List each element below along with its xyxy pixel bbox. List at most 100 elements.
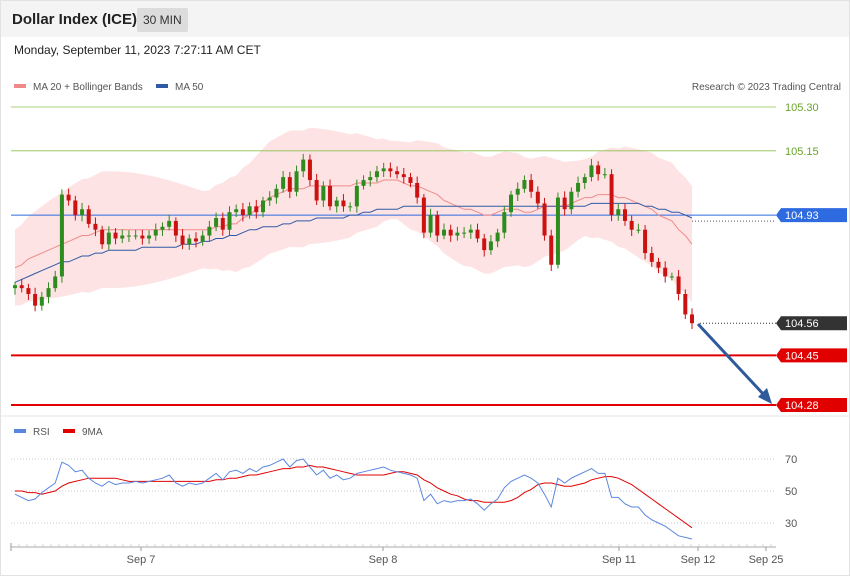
candle-body — [549, 235, 554, 265]
candle-body — [59, 194, 64, 277]
candle-body — [468, 229, 473, 233]
candle-body — [153, 229, 158, 236]
rsi-tick-label: 50 — [785, 486, 797, 498]
rsi-legend: RSI 9MA — [14, 427, 103, 438]
candle-body — [535, 191, 540, 204]
candle-body — [39, 296, 44, 306]
candle-body — [354, 185, 359, 207]
bollinger-band — [15, 127, 692, 306]
candle-body — [19, 285, 24, 289]
candle-body — [66, 194, 71, 201]
candle-body — [482, 238, 487, 251]
candle-body — [401, 174, 406, 178]
candle-body — [348, 206, 353, 208]
candle-body — [455, 232, 460, 236]
candle-body — [509, 194, 514, 213]
candle-body — [408, 177, 413, 183]
candle-body — [46, 288, 51, 297]
candle-body — [502, 212, 507, 233]
candle-body — [113, 232, 118, 239]
candle-body — [73, 200, 78, 216]
candle-body — [33, 293, 38, 306]
candle-body — [683, 293, 688, 315]
candle-body — [86, 209, 91, 224]
candle-body — [589, 165, 594, 178]
x-axis: Sep 7 Sep 8 Sep 11 Sep 12 Sep 25 — [10, 543, 784, 566]
candle-body — [368, 177, 373, 181]
candle-body — [100, 229, 105, 245]
candle-body — [307, 159, 312, 181]
candle-body — [294, 171, 299, 192]
candle-body — [93, 223, 98, 230]
legend-label-ma20: MA 20 + Bollinger Bands — [33, 82, 143, 93]
candle-body — [140, 235, 145, 239]
candle-body — [187, 238, 192, 245]
legend-label-ma50: MA 50 — [175, 82, 204, 93]
candle-body — [562, 197, 567, 210]
candle-body — [267, 197, 272, 201]
candle-body — [167, 220, 172, 227]
candle-body — [106, 232, 111, 245]
candle-body — [381, 168, 386, 172]
candle-body — [515, 188, 520, 195]
chart-timestamp: Monday, September 11, 2023 7:27:11 AM CE… — [14, 43, 261, 57]
candle-body — [200, 235, 205, 242]
candle-body — [616, 209, 621, 216]
ma50-line — [14, 202, 693, 283]
legend-swatch-rsi — [14, 429, 26, 433]
candle-body — [669, 276, 674, 278]
candle-body — [126, 235, 131, 237]
page-title: Dollar Index (ICE) — [12, 11, 138, 28]
candle-body — [576, 182, 581, 192]
candle-body — [602, 174, 607, 176]
candle-body — [374, 171, 379, 178]
candle-body — [214, 218, 219, 227]
ma20-line — [14, 179, 693, 269]
candle-body — [488, 241, 493, 251]
copyright-text: Research © 2023 Trading Central — [692, 82, 841, 93]
candle-body — [120, 235, 125, 239]
candle-body — [649, 253, 654, 262]
x-tick-label: Sep 25 — [749, 554, 784, 566]
candle-body — [421, 197, 426, 233]
candle-body — [555, 197, 560, 265]
x-tick-label: Sep 11 — [602, 554, 636, 566]
level-label-current: 104.56 — [785, 318, 819, 330]
forecast-arrow-shaft — [696, 322, 767, 398]
legend-label-rsi: RSI — [33, 427, 50, 438]
level-tag-support — [776, 348, 847, 363]
candle-body — [441, 229, 446, 236]
candle-body — [475, 229, 480, 239]
candle-body — [542, 203, 547, 236]
timeframe-badge[interactable]: 30 MIN — [137, 8, 188, 32]
legend-swatch-ma50 — [156, 84, 168, 88]
candle-body — [582, 177, 587, 183]
level-tag-support — [776, 398, 847, 412]
candle-body — [207, 226, 212, 236]
candle-body — [622, 209, 627, 221]
candle-body — [180, 235, 185, 245]
level-tag-current — [776, 316, 847, 331]
candle-body — [287, 177, 292, 192]
candle-body — [247, 206, 252, 216]
candle-body — [220, 218, 225, 230]
candle-body — [328, 185, 333, 207]
candle-body — [160, 226, 165, 230]
level-label-resistance: 105.15 — [785, 146, 819, 158]
candle-body — [334, 200, 339, 207]
candle-body — [529, 180, 534, 192]
level-label-pivot: 104.93 — [785, 210, 819, 222]
candle-body — [636, 229, 641, 231]
candle-body — [428, 215, 433, 233]
candle-body — [254, 206, 259, 213]
candle-body — [240, 209, 245, 216]
candle-body — [522, 180, 527, 189]
candle-body — [495, 232, 500, 242]
candle-body — [663, 267, 668, 277]
candle-body — [80, 209, 85, 216]
candle-body — [435, 215, 440, 236]
rsi-tick-label: 30 — [785, 518, 797, 530]
candle-body — [569, 191, 574, 210]
candle-body — [388, 168, 393, 172]
